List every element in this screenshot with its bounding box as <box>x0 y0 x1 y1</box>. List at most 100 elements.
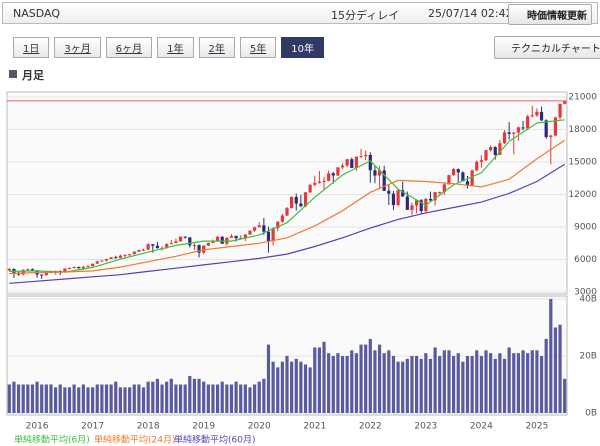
volume-bar <box>456 353 460 413</box>
candle-body <box>178 236 183 242</box>
y-tick-label: 0B <box>585 409 597 419</box>
candle-body <box>484 150 488 161</box>
volume-bar <box>146 381 150 413</box>
legend-label: 単純移動平均(24月) <box>94 434 175 446</box>
candle-body <box>211 240 215 243</box>
volume-bar <box>109 384 113 413</box>
refresh-button[interactable]: 時価情報更新 <box>508 4 592 25</box>
candle-body <box>535 111 539 116</box>
volume-bar <box>419 358 423 413</box>
candle-body <box>215 236 220 241</box>
candle-body <box>257 225 261 228</box>
candle-body <box>442 184 446 193</box>
volume-bar <box>502 358 507 413</box>
candle-body <box>461 172 465 182</box>
volume-bar <box>67 387 72 413</box>
period-tab[interactable]: 10年 <box>281 37 324 58</box>
candle-body <box>86 266 90 268</box>
candle-body <box>239 237 243 239</box>
volume-bar <box>461 361 465 413</box>
volume-bar <box>285 356 289 413</box>
candle-body <box>479 160 483 162</box>
candle-body <box>151 244 155 246</box>
candle-body <box>67 268 72 270</box>
period-tab[interactable]: 1年 <box>157 37 194 58</box>
volume-bar <box>340 356 345 413</box>
period-tab[interactable]: 6ヶ月 <box>105 37 153 58</box>
candle-body <box>165 243 169 248</box>
volume-bar <box>447 350 451 413</box>
volume-bar <box>91 387 95 413</box>
volume-bar <box>507 347 511 413</box>
period-tab[interactable]: 2年 <box>198 37 235 58</box>
volume-bar <box>280 361 284 413</box>
volume-bar <box>465 356 470 413</box>
volume-bar <box>49 384 53 413</box>
candle-body <box>280 215 284 222</box>
volume-bar <box>382 353 386 413</box>
section-icon <box>9 70 17 78</box>
volume-bar <box>563 378 567 413</box>
header: NASDAQ 15分ディレイ 25/07/14 02:42 時価情報更新 <box>2 2 598 25</box>
candle-body <box>391 193 396 206</box>
x-tick-label: 2019 <box>192 422 215 432</box>
period-tab[interactable]: 5年 <box>239 37 277 58</box>
candle-body <box>248 230 252 235</box>
volume-bar <box>206 384 210 413</box>
volume-bar <box>262 378 266 413</box>
period-tab[interactable]: 1日 <box>13 37 50 58</box>
volume-bar <box>512 353 516 413</box>
volume-bar <box>26 384 30 413</box>
candle-body <box>401 190 405 197</box>
legend-label: 単純移動平均(6月) <box>14 434 90 446</box>
candle-body <box>447 175 451 185</box>
volume-bar <box>229 384 234 413</box>
candle-body <box>169 243 173 245</box>
volume-bar <box>303 364 308 413</box>
volume-bar <box>178 384 183 413</box>
volume-bar <box>63 387 67 413</box>
candle-body <box>285 208 289 216</box>
x-tick-label: 2017 <box>81 422 104 432</box>
y-tick-label: 9000 <box>574 223 597 233</box>
candle-body <box>308 184 312 193</box>
candle-body <box>109 257 113 259</box>
candle-body <box>192 245 197 247</box>
technical-chart-button[interactable]: テクニカルチャート <box>494 36 600 59</box>
candle-body <box>419 200 423 212</box>
candle-body <box>322 180 326 182</box>
volume-bar <box>104 384 109 413</box>
candle-body <box>331 173 335 176</box>
volume-bar <box>549 299 553 413</box>
volume-bar <box>530 350 534 413</box>
volume-bar <box>438 356 442 413</box>
volume-bar <box>40 384 44 413</box>
volume-bar <box>123 387 127 413</box>
candle-body <box>336 167 340 176</box>
volume-bar <box>188 375 192 413</box>
x-tick-label: 2020 <box>248 422 271 432</box>
volume-bar <box>169 378 173 413</box>
candle-body <box>498 143 502 155</box>
candle-body <box>202 245 206 253</box>
volume-bar <box>368 338 372 413</box>
candle-body <box>340 165 345 168</box>
volume-bar <box>202 381 206 413</box>
candle-body <box>502 132 507 144</box>
period-tab[interactable]: 3ヶ月 <box>54 37 101 58</box>
candle-body <box>26 269 30 271</box>
candle-body <box>452 169 456 176</box>
volume-bar <box>220 381 224 413</box>
volume-bar <box>53 387 58 413</box>
candle-body <box>396 190 400 206</box>
volume-bar <box>35 381 39 413</box>
volume-bar <box>243 384 247 413</box>
candle-body <box>262 225 266 232</box>
volume-bar <box>354 353 359 413</box>
volume-bar <box>433 347 437 413</box>
volume-bar <box>539 356 544 413</box>
candle-body <box>354 156 359 168</box>
volume-bar <box>516 353 521 413</box>
volume-bar <box>271 361 275 413</box>
volume-bar <box>174 384 178 413</box>
